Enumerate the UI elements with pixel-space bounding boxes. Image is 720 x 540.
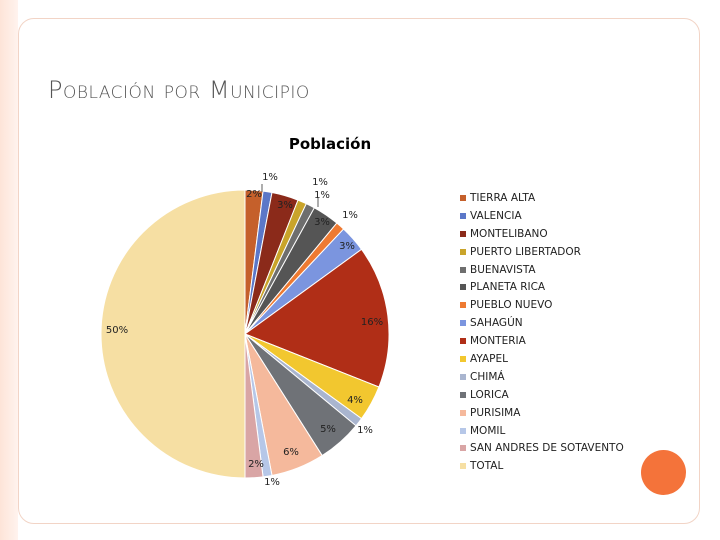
- data-label: 2%: [248, 459, 264, 470]
- legend-item: TIERRA ALTA: [460, 189, 660, 207]
- slide-frame: [18, 18, 700, 524]
- legend-swatch: [460, 302, 466, 309]
- legend-label: AYAPEL: [470, 352, 508, 365]
- legend-label: MONTERIA: [470, 335, 526, 348]
- pie-slice-monteria: [243, 248, 390, 388]
- legend-item: CHIMÁ: [460, 368, 660, 386]
- slide-title: Población por Municipio: [48, 76, 310, 104]
- legend-item: LORICA: [460, 386, 660, 404]
- data-label: 1%: [314, 190, 330, 201]
- legend-swatch: [460, 355, 466, 362]
- legend-label: PLANETA RICA: [470, 281, 546, 294]
- legend-item: PLANETA RICA: [460, 278, 660, 296]
- legend-label: TIERRA ALTA: [470, 191, 536, 204]
- legend-label: VALENCIA: [470, 209, 522, 222]
- legend-swatch: [460, 427, 466, 434]
- legend-item: SAHAGÚN: [460, 314, 660, 332]
- legend-swatch: [460, 338, 466, 345]
- data-label: 3%: [339, 241, 355, 252]
- frame-decoration-strip: [0, 0, 18, 540]
- data-label: 3%: [314, 217, 330, 228]
- legend-label: MOMIL: [470, 424, 506, 437]
- legend-swatch: [460, 266, 466, 273]
- legend-item: MONTELIBANO: [460, 225, 660, 243]
- legend-label: PUERTO LIBERTADOR: [470, 245, 581, 258]
- data-label: 16%: [361, 317, 383, 328]
- legend-swatch: [460, 230, 466, 237]
- legend-swatch: [460, 320, 466, 327]
- legend-swatch: [460, 194, 466, 201]
- legend-label: SAN ANDRES DE SOTAVENTO: [470, 442, 624, 455]
- legend-label: MONTELIBANO: [470, 227, 548, 240]
- legend-item: MONTERIA: [460, 332, 660, 350]
- legend-item: PUEBLO NUEVO: [460, 296, 660, 314]
- legend-item: BUENAVISTA: [460, 261, 660, 279]
- legend-label: BUENAVISTA: [470, 263, 536, 276]
- data-label: 1%: [264, 477, 280, 488]
- data-label: 1%: [312, 177, 328, 188]
- data-label: 1%: [262, 172, 278, 183]
- legend-item: PURISIMA: [460, 404, 660, 422]
- legend-label: SAHAGÚN: [470, 317, 523, 330]
- legend-swatch: [460, 248, 466, 255]
- decorative-orange-circle: [641, 450, 686, 495]
- legend-swatch: [460, 212, 466, 219]
- data-label: 4%: [347, 395, 363, 406]
- data-label: 1%: [342, 210, 358, 221]
- legend-item: VALENCIA: [460, 207, 660, 225]
- legend-swatch: [460, 391, 466, 398]
- legend-label: CHIMÁ: [470, 370, 505, 383]
- legend-swatch: [460, 445, 466, 452]
- data-label: 50%: [106, 325, 128, 336]
- legend-swatch: [460, 373, 466, 380]
- data-label: 3%: [277, 200, 293, 211]
- legend-item: TOTAL: [460, 457, 660, 475]
- chart-title: Población: [288, 135, 372, 153]
- legend-swatch: [460, 409, 466, 416]
- legend-item: SAN ANDRES DE SOTAVENTO: [460, 439, 660, 457]
- legend-swatch: [460, 284, 466, 291]
- legend-item: AYAPEL: [460, 350, 660, 368]
- legend-label: PUEBLO NUEVO: [470, 299, 553, 312]
- chart-legend: TIERRA ALTA VALENCIA MONTELIBANO PUERTO LIB…: [460, 189, 660, 475]
- data-label: 5%: [320, 424, 336, 435]
- data-label: 1%: [357, 425, 373, 436]
- pie-slice-total: [100, 189, 246, 479]
- legend-item: MOMIL: [460, 422, 660, 440]
- data-label: 6%: [283, 447, 299, 458]
- legend-item: PUERTO LIBERTADOR: [460, 243, 660, 261]
- legend-label: PURISIMA: [470, 406, 521, 419]
- data-label: 2%: [246, 189, 262, 200]
- legend-label: LORICA: [470, 388, 509, 401]
- legend-label: TOTAL: [470, 460, 504, 473]
- legend-swatch: [460, 463, 466, 470]
